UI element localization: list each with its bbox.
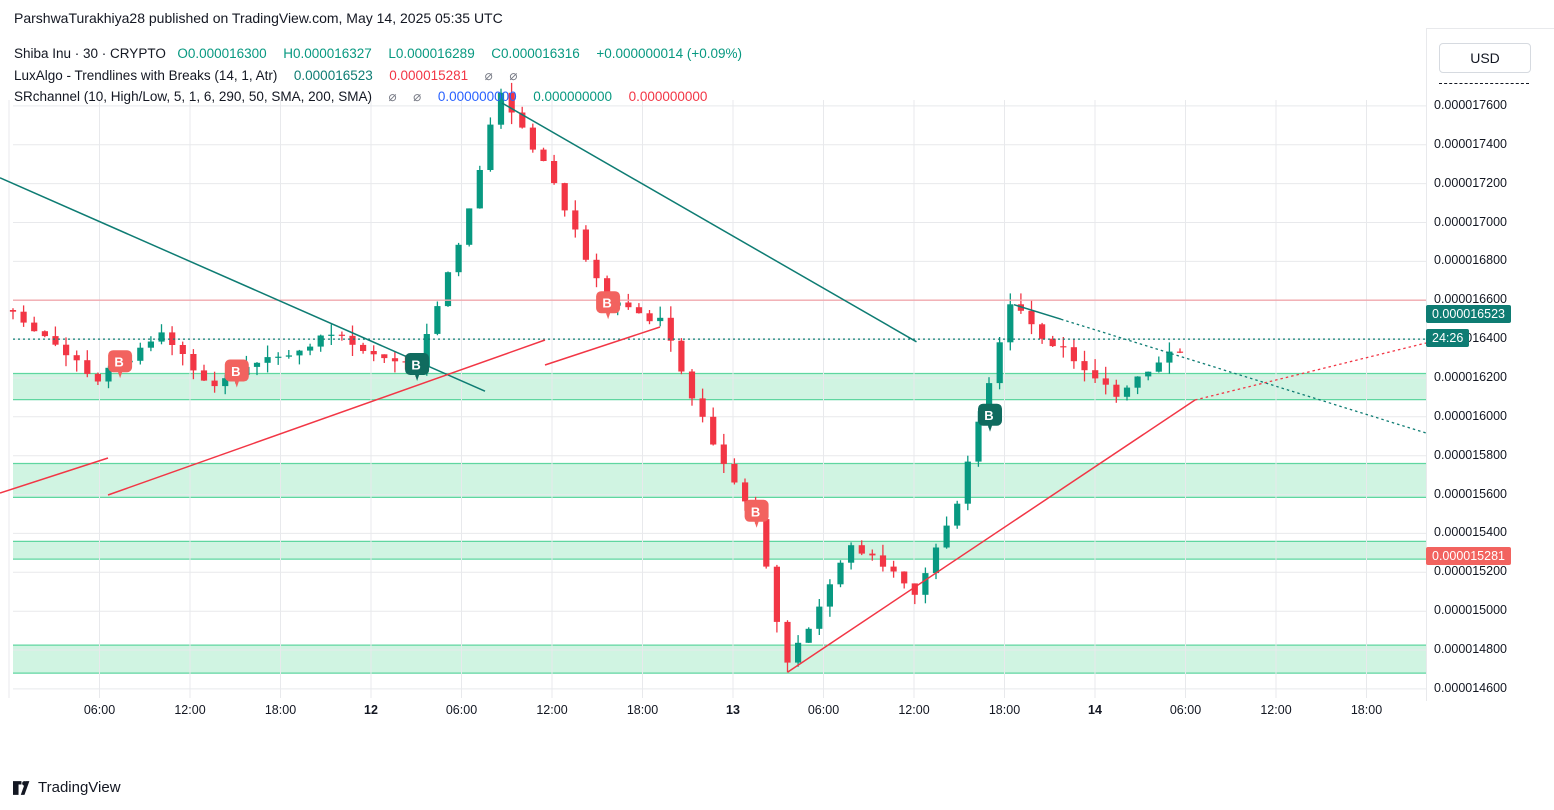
svg-text:B: B	[231, 364, 240, 379]
svg-text:B: B	[114, 355, 123, 370]
svg-text:B: B	[751, 504, 760, 519]
svg-text:B: B	[411, 358, 420, 373]
svg-text:B: B	[602, 296, 611, 311]
svg-text:B: B	[984, 408, 993, 423]
